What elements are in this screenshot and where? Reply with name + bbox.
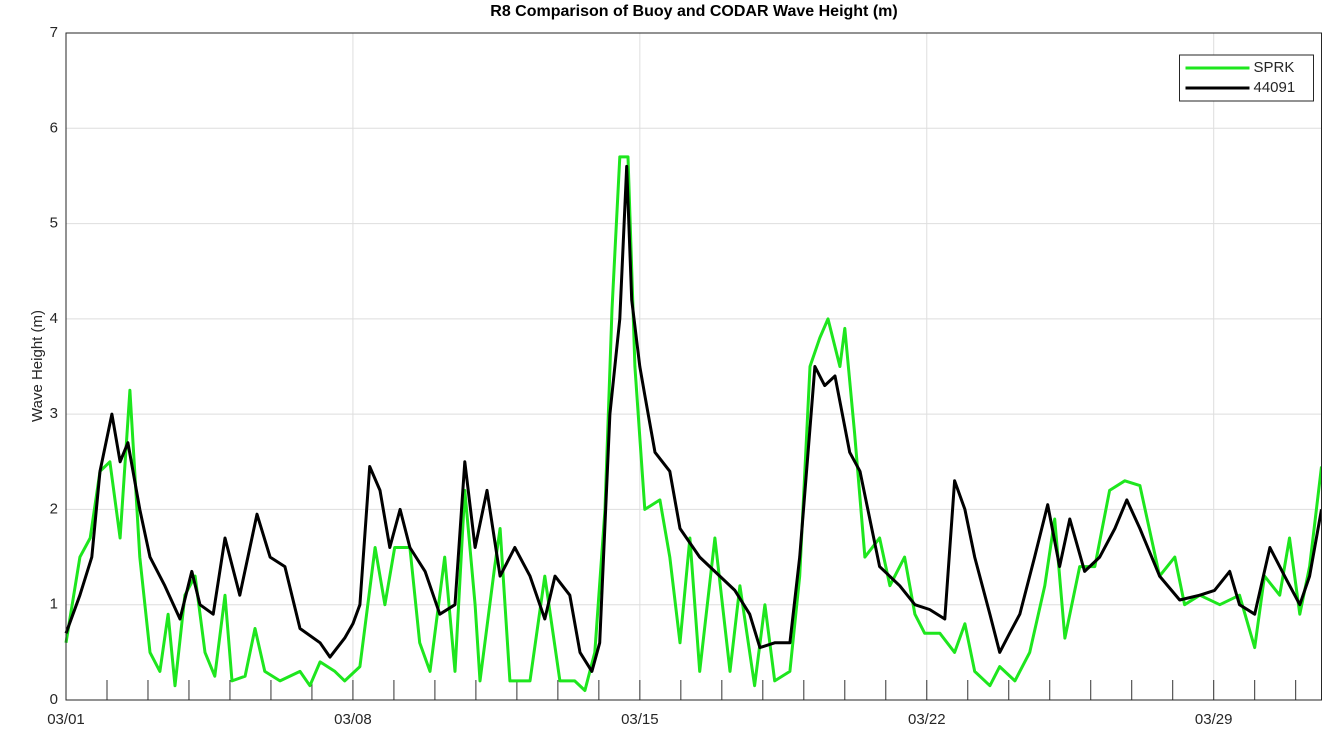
series-line [64, 155, 1322, 692]
y-tick-label: 6 [50, 119, 58, 136]
legend: SPRK 44091 [1179, 54, 1314, 102]
legend-label: 44091 [1254, 79, 1296, 96]
x-tick-label: 03/08 [334, 711, 372, 728]
y-tick-label: 0 [50, 691, 58, 708]
x-tick-label: 03/22 [908, 711, 946, 728]
series-line [64, 164, 1322, 673]
y-tick-label: 4 [50, 310, 58, 327]
y-tick-label: 7 [50, 24, 58, 41]
y-axis-label: Wave Height (m) [29, 310, 46, 422]
y-tick-label: 3 [50, 405, 58, 422]
y-tick-label: 1 [50, 596, 58, 613]
chart-title: R8 Comparison of Buoy and CODAR Wave Hei… [490, 3, 897, 20]
legend-label: SPRK [1254, 59, 1295, 76]
y-tick-label: 2 [50, 500, 58, 517]
x-tick-label: 03/01 [47, 711, 85, 728]
x-tick-label: 03/15 [621, 711, 659, 728]
legend-box [1179, 54, 1314, 102]
x-tick-label: 03/29 [1195, 711, 1233, 728]
y-tick-label: 5 [50, 215, 58, 232]
